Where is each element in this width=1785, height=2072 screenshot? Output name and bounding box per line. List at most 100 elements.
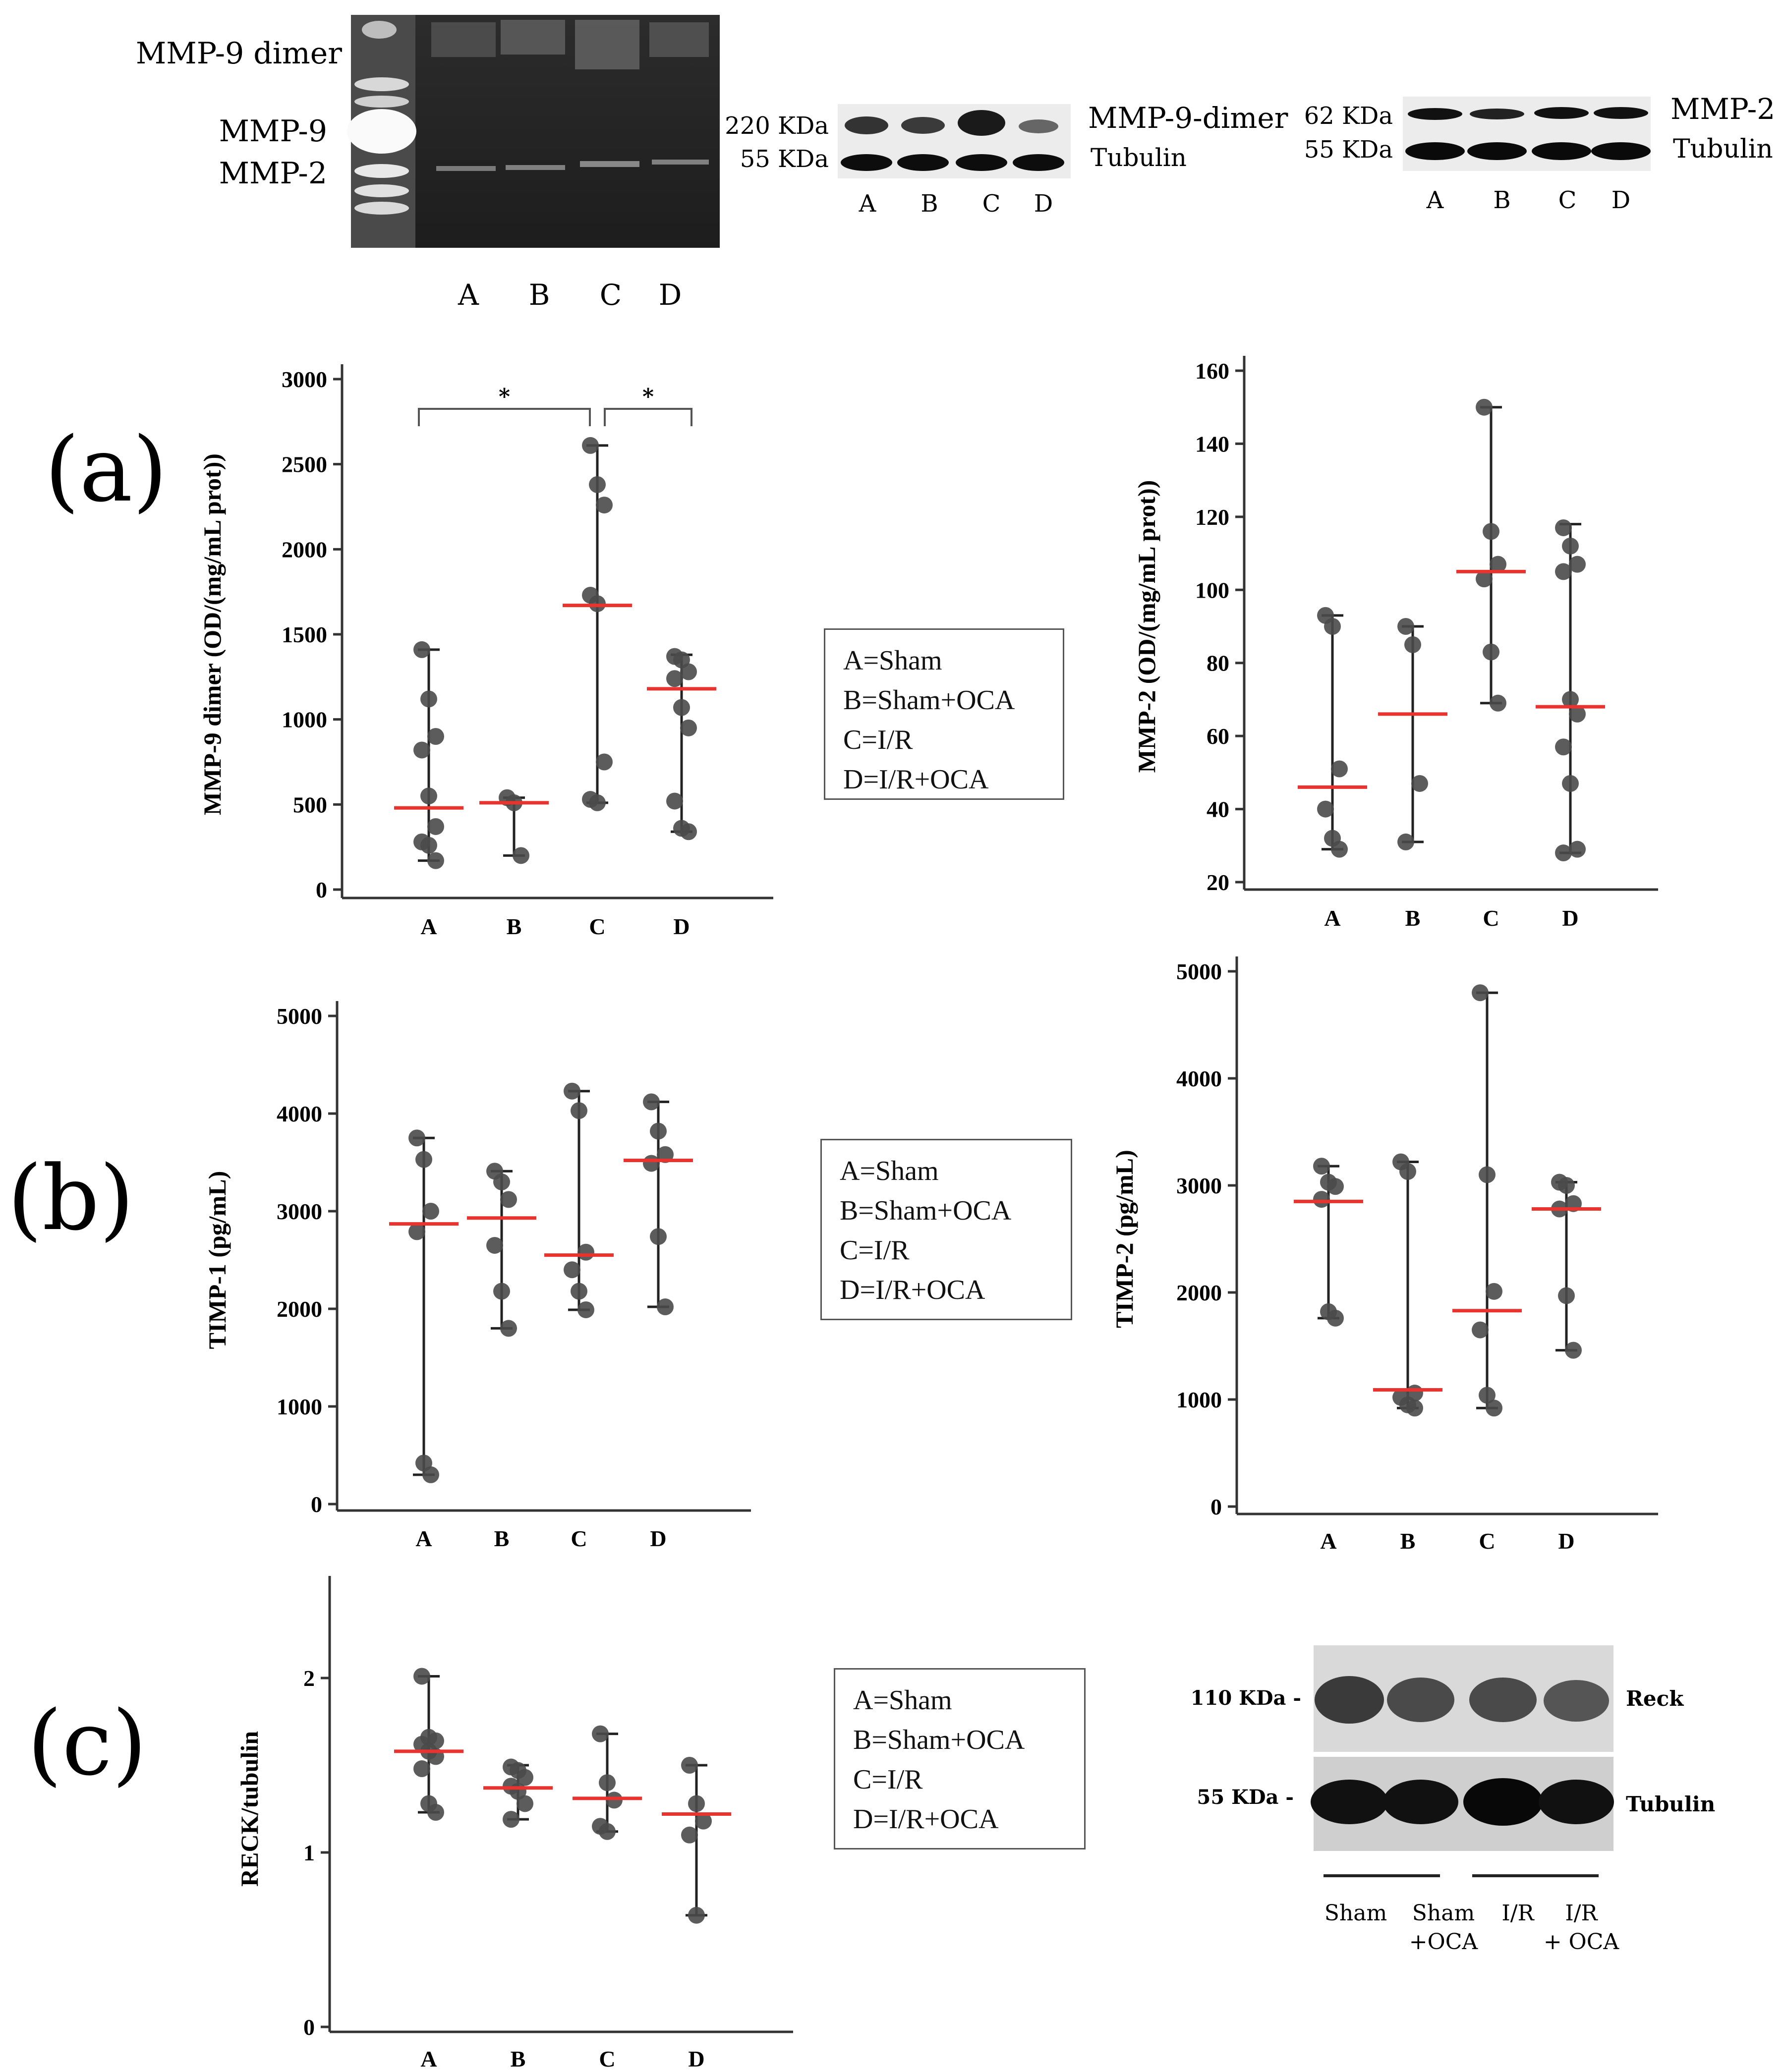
data-point	[589, 794, 606, 811]
legend-item: A=Sham	[840, 1156, 939, 1186]
data-point	[643, 1093, 660, 1111]
data-point	[592, 1725, 609, 1742]
gel-marker-band	[354, 96, 409, 108]
data-point	[1555, 738, 1572, 756]
blot-mmp2: 62 KDa 55 KDa MMP-2 Tubulin A B C D	[1304, 92, 1775, 214]
data-point	[422, 1203, 439, 1220]
blot-mmp2-protein-row2: Tubulin	[1673, 134, 1773, 164]
data-point	[1555, 844, 1572, 862]
legend-item: B=Sham+OCA	[853, 1725, 1025, 1755]
data-point	[486, 1236, 503, 1254]
data-point	[680, 823, 697, 840]
data-point	[413, 1760, 430, 1778]
gel-marker-band	[354, 164, 409, 178]
x-tick-label: C	[1483, 905, 1499, 931]
blot-mmp9-lane-a: A	[859, 190, 877, 218]
data-point	[1331, 760, 1348, 778]
data-point	[695, 1812, 712, 1830]
data-point	[1411, 775, 1428, 792]
data-point	[681, 1757, 698, 1774]
blot-mmp9-dimer-bands	[845, 110, 1058, 136]
y-tick-label: 2000	[282, 537, 327, 562]
data-point	[1313, 1191, 1330, 1208]
legend-item: D=I/R+OCA	[843, 764, 989, 795]
data-point	[1490, 556, 1506, 573]
y-tick-label: 5000	[277, 1004, 322, 1029]
x-tick-label: C	[571, 1526, 587, 1551]
legend-item: C=I/R	[840, 1235, 910, 1266]
x-tick-label: A	[420, 914, 437, 939]
data-point	[413, 1668, 430, 1685]
y-tick-label: 500	[293, 792, 327, 817]
data-point	[1476, 398, 1493, 416]
data-point	[422, 1466, 439, 1483]
y-tick-label: 1000	[282, 707, 327, 732]
data-point	[408, 1129, 425, 1147]
data-point	[596, 753, 613, 771]
data-point	[657, 1298, 674, 1316]
chart-timp1: 0 1000 2000 3000 4000 5000 TIMP-1 (pg/mL) A B C D	[203, 1001, 751, 1551]
data-point	[420, 837, 437, 854]
legend-item: A=Sham	[853, 1685, 952, 1716]
blot-mmp9-kda-row2: 55 KDa	[740, 145, 829, 173]
blot-mmp2-protein-row1: MMP-2	[1670, 92, 1775, 126]
blot-reck-protein-row2: Tubulin	[1626, 1792, 1715, 1816]
data-point	[680, 719, 697, 736]
y-axis-label: TIMP-1 (pg/mL)	[203, 1171, 231, 1349]
data-point	[650, 1228, 667, 1245]
y-tick-label: 1500	[282, 622, 327, 647]
data-point	[1404, 636, 1421, 653]
data-point	[1562, 537, 1579, 555]
data-point	[1472, 984, 1489, 1002]
data-point	[599, 1823, 616, 1840]
data-point	[1565, 1342, 1582, 1359]
x-tick-label: D	[688, 2046, 704, 2072]
gel-lane-c: C	[600, 278, 622, 312]
data-point	[681, 1826, 698, 1844]
y-tick-label: 1	[303, 1840, 315, 1865]
panel-label-a: (a)	[45, 418, 168, 522]
blot-mmp9-lane-c: C	[982, 190, 1001, 218]
y-tick-label: 0	[311, 1492, 322, 1517]
blot-reck: 110 KDa - 55 KDa - Reck Tubulin Sham Sha…	[1191, 1645, 1715, 1955]
gel-lane-b: B	[529, 278, 550, 312]
y-tick-label: 140	[1195, 431, 1229, 456]
blot-mmp9-tubulin-bands	[841, 154, 1064, 171]
y-tick-label: 120	[1195, 504, 1229, 530]
data-point	[673, 699, 690, 716]
data-point	[666, 792, 683, 810]
legend-box-c: A=Sham B=Sham+OCA C=I/R D=I/R+OCA	[834, 1668, 1086, 1849]
gel-sample-bands	[431, 20, 709, 171]
y-tick-label: 1000	[1176, 1387, 1222, 1412]
y-tick-label: 20	[1207, 870, 1229, 895]
x-tick-label: D	[673, 914, 690, 939]
data-point	[1397, 618, 1414, 635]
blot-mmp2-kda-row1: 62 KDa	[1304, 102, 1393, 130]
data-point	[1555, 519, 1572, 536]
data-point	[413, 641, 430, 658]
blot-reck-tubulin-bands	[1311, 1778, 1614, 1826]
data-point	[1397, 833, 1414, 850]
data-point	[420, 787, 437, 805]
legend-box-a: A=Sham B=Sham+OCA C=I/R D=I/R+OCA	[824, 628, 1064, 800]
data-point	[680, 663, 697, 680]
y-tick-label: 2000	[277, 1296, 322, 1322]
data-point	[427, 1804, 444, 1821]
x-tick-label: B	[1405, 905, 1421, 931]
gel-marker-band	[354, 202, 409, 215]
y-axis-label: RECK/tubulin	[235, 1731, 263, 1887]
y-axis-label: MMP-9 dimer (OD/(mg/mL prot))	[198, 453, 226, 815]
data-point	[582, 437, 599, 454]
data-point	[1313, 1158, 1330, 1175]
data-point	[1483, 523, 1499, 540]
gel-lane-d: D	[659, 278, 682, 312]
chart-timp2: 0 1000 2000 3000 4000 5000 TIMP-2 (pg/mL) A B C D	[1110, 956, 1658, 1554]
blot-mmp2-lane-c: C	[1558, 186, 1577, 214]
significance-star: *	[499, 384, 510, 409]
blot-mmp2-bands	[1408, 107, 1648, 120]
data-point	[1327, 1309, 1344, 1327]
data-point	[427, 728, 444, 745]
y-tick-label: 3000	[277, 1199, 322, 1224]
x-tick-label: A	[1320, 1528, 1336, 1554]
x-tick-label: A	[415, 1526, 432, 1551]
